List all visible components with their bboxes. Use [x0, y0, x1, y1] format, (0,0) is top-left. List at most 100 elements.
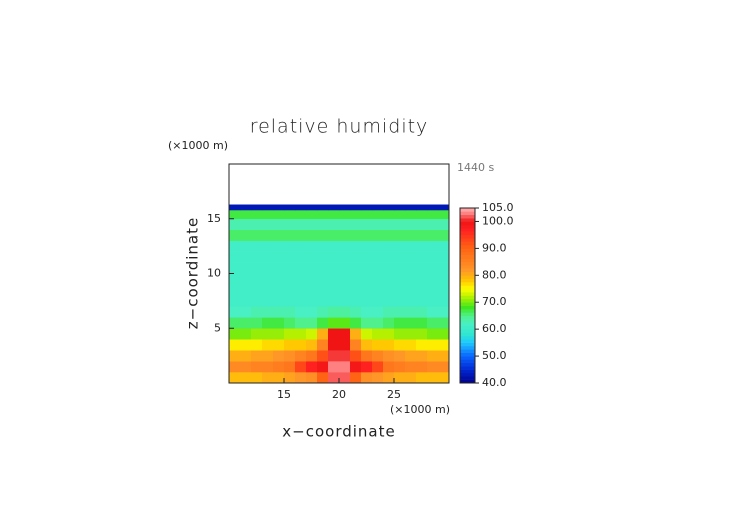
cell — [394, 262, 406, 274]
cell — [306, 218, 318, 230]
colorbar-segment — [460, 319, 475, 323]
cell — [229, 251, 241, 263]
colorbar-segment — [460, 376, 475, 380]
cell — [273, 204, 285, 211]
cell — [295, 339, 307, 351]
colorbar-segment — [460, 275, 475, 279]
cell — [262, 361, 274, 373]
cell — [383, 295, 395, 307]
cell — [427, 317, 439, 329]
colorbar-segment — [460, 241, 475, 246]
cell — [427, 218, 439, 230]
cell — [306, 204, 318, 211]
cell — [427, 251, 439, 263]
cell — [405, 273, 417, 285]
cell — [317, 229, 329, 241]
cell — [438, 262, 449, 274]
colorbar-segment — [460, 224, 475, 229]
cell — [394, 240, 406, 252]
cell — [416, 361, 428, 373]
cell — [405, 240, 417, 252]
cell — [251, 328, 263, 340]
colorbar-segment — [460, 255, 475, 259]
cell — [229, 284, 241, 296]
cell — [361, 284, 373, 296]
cell — [251, 284, 263, 296]
cell — [405, 317, 417, 329]
cell — [383, 372, 395, 383]
colorbar-segment — [460, 349, 475, 354]
cell — [262, 251, 274, 263]
colorbar-segment — [460, 288, 475, 293]
cell — [372, 295, 384, 307]
cell — [427, 372, 439, 383]
cell — [284, 328, 296, 340]
colorbar-segment — [460, 211, 475, 216]
cell — [416, 328, 428, 340]
cell — [339, 204, 351, 211]
cell — [240, 317, 252, 329]
cell — [405, 229, 417, 241]
cell — [350, 328, 362, 340]
cell — [416, 306, 428, 318]
colorbar-segment — [460, 265, 475, 269]
cell — [339, 317, 351, 329]
cell — [405, 339, 417, 351]
cell — [284, 317, 296, 329]
cell — [416, 251, 428, 263]
cell — [295, 204, 307, 211]
colorbar-tick-label: 70.0 — [482, 295, 507, 308]
cell — [240, 251, 252, 263]
cell — [361, 251, 373, 263]
cell — [317, 284, 329, 296]
x-unit: (×1000 m) — [390, 403, 450, 416]
cell — [251, 240, 263, 252]
cell — [361, 273, 373, 285]
cell — [427, 204, 439, 211]
cell — [229, 204, 241, 211]
cell — [383, 209, 395, 220]
cell — [328, 350, 340, 362]
cell — [405, 204, 417, 211]
cell — [229, 229, 241, 241]
cell — [262, 209, 274, 220]
colorbar-segment — [460, 312, 475, 316]
cell — [229, 350, 241, 362]
colorbar-segment — [460, 369, 475, 374]
cell — [383, 306, 395, 318]
cell — [317, 317, 329, 329]
cell — [438, 372, 449, 383]
cell — [361, 240, 373, 252]
cell — [317, 251, 329, 263]
cell — [284, 240, 296, 252]
cell — [240, 372, 252, 383]
cell — [361, 229, 373, 241]
cell — [328, 273, 340, 285]
cell — [427, 240, 439, 252]
cell — [273, 229, 285, 241]
cell — [383, 361, 395, 373]
cell — [295, 372, 307, 383]
cell — [295, 240, 307, 252]
cell — [405, 306, 417, 318]
cell — [394, 229, 406, 241]
cell — [339, 209, 351, 220]
cell — [284, 372, 296, 383]
cell — [306, 339, 318, 351]
cell — [306, 273, 318, 285]
colorbar-segment — [460, 228, 475, 232]
cell — [317, 218, 329, 230]
colorbar-tick-label: 50.0 — [482, 349, 507, 362]
cell — [240, 306, 252, 318]
cell — [240, 204, 252, 211]
cell — [427, 328, 439, 340]
cell — [251, 204, 263, 211]
cell — [339, 339, 351, 351]
cell — [339, 284, 351, 296]
cell — [229, 262, 241, 274]
cell — [394, 306, 406, 318]
cell — [273, 317, 285, 329]
cell — [394, 328, 406, 340]
cell — [350, 295, 362, 307]
cell — [262, 284, 274, 296]
